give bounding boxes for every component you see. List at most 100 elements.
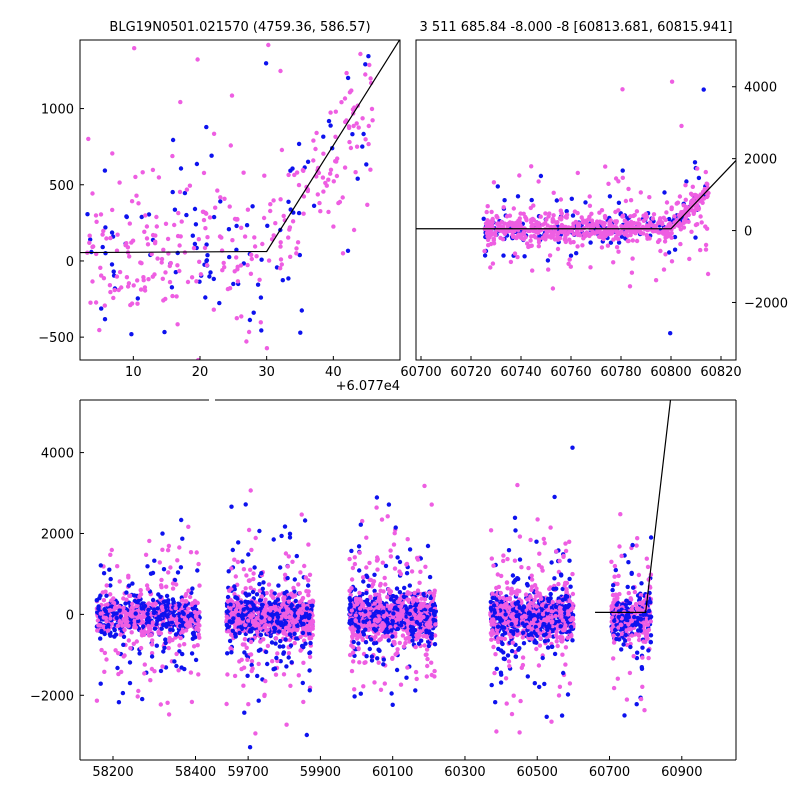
bottom-point <box>240 616 245 621</box>
bottom-point <box>380 560 385 565</box>
top-left-point <box>101 276 107 281</box>
top-right-point <box>628 198 634 203</box>
bottom-point <box>532 681 537 686</box>
top-right-point <box>530 268 535 273</box>
bottom-point <box>398 682 404 687</box>
top-right-point <box>678 241 683 247</box>
bottom-point <box>428 607 433 613</box>
bottom-point <box>286 607 291 612</box>
bottom-point <box>140 619 146 625</box>
bottom-point <box>357 606 363 611</box>
top-left-point <box>222 196 227 201</box>
bottom-point <box>235 602 240 607</box>
top-right-point <box>669 259 675 264</box>
top-left-point <box>204 263 210 268</box>
top-right-point <box>603 215 608 220</box>
bottom-point <box>98 681 103 686</box>
bottom-point <box>229 504 234 509</box>
top-left-point <box>197 259 202 264</box>
bottom-point <box>251 602 256 608</box>
bottom-point <box>167 639 172 644</box>
bottom-point <box>424 674 429 679</box>
top-right-point <box>587 233 592 239</box>
top-left-point <box>121 383 125 387</box>
top-left-point <box>345 75 351 81</box>
top-right-point <box>616 240 622 245</box>
bottom-point <box>245 673 250 678</box>
bottom-point <box>388 548 393 553</box>
bottom-point <box>413 669 419 675</box>
top-left-point <box>93 300 99 305</box>
bottom-point <box>382 681 387 686</box>
top-left-point <box>201 170 207 176</box>
bottom-point <box>273 636 279 641</box>
top-left-point <box>152 241 158 246</box>
top-right-point <box>495 215 500 220</box>
top-right-point <box>658 248 663 254</box>
bottom-point <box>383 634 388 639</box>
top-right-point <box>692 160 698 165</box>
top-right-point <box>529 243 534 248</box>
bottom-point <box>402 585 407 591</box>
top-right-point <box>536 240 542 245</box>
bottom-point <box>388 625 393 630</box>
bottom-point <box>421 634 426 639</box>
bottom-point <box>98 563 104 568</box>
bottom-point <box>132 618 137 624</box>
bottom-point <box>354 602 360 607</box>
bottom-point <box>239 666 244 672</box>
bottom-point <box>139 629 144 635</box>
top-right-point <box>639 230 644 236</box>
bottom-point <box>273 672 279 677</box>
bottom-point <box>355 629 361 634</box>
top-left-point <box>367 62 372 68</box>
bottom-point <box>379 517 385 522</box>
top-right-point <box>529 164 534 169</box>
top-right-point <box>575 244 580 249</box>
top-right-point <box>699 220 704 225</box>
bottom-point <box>384 611 389 617</box>
bottom-point <box>174 651 179 657</box>
bottom-point <box>173 617 178 622</box>
bottom-point <box>241 567 247 572</box>
bottom-point <box>246 527 252 533</box>
bottom-point <box>163 665 169 670</box>
bottom-point <box>240 559 245 564</box>
bottom-point <box>310 632 315 638</box>
bottom-point <box>537 551 542 556</box>
top-right-axes: 60700 60720 60740 60760 60780 60800 60820−2000… <box>400 20 788 380</box>
top-left-point <box>315 192 320 197</box>
bottom-point <box>352 555 357 560</box>
bottom-point <box>130 601 135 607</box>
bottom-point <box>400 633 406 638</box>
bottom-point <box>494 729 499 734</box>
bottom-point <box>249 629 254 634</box>
top-right-point <box>695 222 700 227</box>
bottom-point <box>161 599 167 605</box>
top-right-point <box>546 214 551 219</box>
top-left-point <box>176 210 181 216</box>
bottom-point <box>429 502 434 507</box>
top-right-xtick-label: 60700 <box>400 365 441 380</box>
bottom-point <box>104 583 109 588</box>
top-left-point <box>326 177 331 182</box>
bottom-point <box>150 597 156 603</box>
bottom-point <box>397 640 402 646</box>
top-left-point <box>358 51 363 57</box>
bottom-point <box>504 701 509 706</box>
bottom-point <box>398 596 403 602</box>
top-right-point <box>650 223 655 228</box>
top-left-point <box>234 255 239 260</box>
top-right-point <box>531 203 536 208</box>
top-right-point <box>616 200 622 205</box>
top-right-point <box>637 217 642 222</box>
bottom-point <box>161 567 167 572</box>
top-left-point <box>321 151 326 156</box>
bottom-point <box>376 660 381 665</box>
bottom-point <box>366 621 372 626</box>
top-left-point <box>295 365 299 369</box>
bottom-point <box>286 554 291 559</box>
bottom-point <box>404 571 410 576</box>
top-right-point <box>563 232 568 237</box>
bottom-point <box>516 647 521 652</box>
